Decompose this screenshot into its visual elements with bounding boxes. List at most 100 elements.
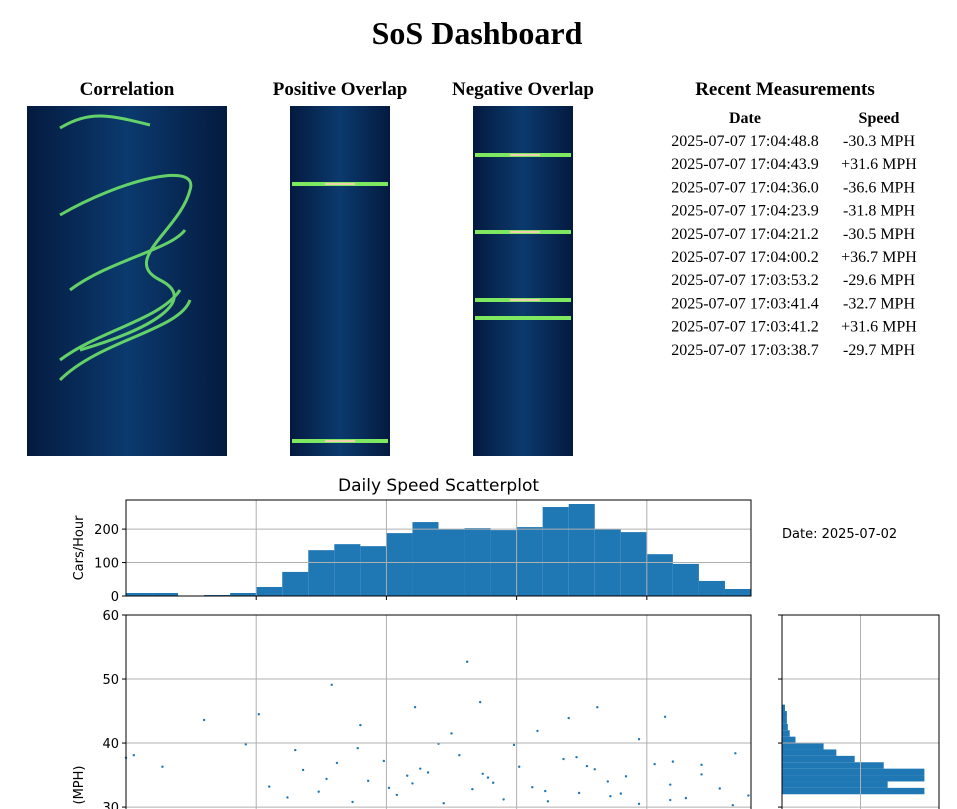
point [546,800,550,803]
bar [782,736,796,744]
table-cell: -31.8 MPH [843,203,915,220]
point [406,774,409,777]
table-cell: 2025-07-07 17:03:53.2 [671,272,819,289]
panel-title: Negative Overlap [452,79,594,100]
point [132,754,136,757]
y-tick-label: 0 [111,590,119,605]
bar [490,530,517,596]
point [669,783,672,786]
table-cell: +36.7 MPH [841,249,917,266]
bar [646,554,673,596]
point [653,762,656,766]
point [458,754,461,757]
point [663,715,667,719]
point [593,768,596,771]
bar [516,527,543,596]
positive-overlap-image [290,106,390,456]
bar [782,723,788,731]
panel-title: Positive Overlap [273,79,408,100]
point [669,798,672,802]
bar [464,528,491,596]
axes-frame [125,614,752,809]
point [734,752,737,755]
point [747,794,750,797]
point [512,743,516,747]
point [335,761,339,765]
y-tick-label: 30 [102,801,119,809]
point [301,768,305,772]
point [411,782,414,785]
point [330,683,333,686]
bar [782,775,925,782]
bar [724,588,751,596]
measurements-table: Date Speed 2025-07-07 17:04:48.8 -30.3 MPH 2… [671,110,917,359]
point [544,789,547,793]
point [366,779,370,783]
table-cell: -36.6 MPH [843,179,915,196]
point [442,802,445,805]
date-label: Date: 2025-07-02 [782,527,897,542]
point [419,767,422,770]
bar [334,544,361,596]
point [536,729,539,733]
table-cell: -30.5 MPH [843,226,915,243]
table-cell: -30.3 MPH [843,133,915,150]
bar [782,768,925,776]
table-cell: 2025-07-07 17:04:00.2 [671,249,819,266]
bar [620,532,647,596]
panel-title: Correlation [80,79,175,100]
table-cell: 2025-07-07 17:04:36.0 [671,179,819,196]
correlation-image [27,106,227,456]
table-cell: 2025-07-07 17:04:48.8 [671,133,819,150]
point [624,775,628,778]
table-cell: +31.6 MPH [841,319,917,336]
point [518,765,521,768]
bar [360,546,387,596]
point [671,760,675,763]
chart-title: Daily Speed Scatterplot [338,476,539,496]
point [395,793,399,797]
point [606,780,609,783]
point [465,660,469,663]
bar [568,504,595,596]
point [575,755,578,759]
point [486,776,490,779]
bar [204,594,231,596]
point [202,718,206,722]
point [531,786,534,789]
point [562,757,565,761]
y-tick-label: 200 [94,523,119,538]
point [387,786,391,790]
table-header: Date [729,110,761,127]
bar [698,580,725,596]
table-cell: 2025-07-07 17:04:23.9 [671,203,819,220]
bar [782,743,824,750]
y-tick-label: 40 [102,737,119,752]
point [471,787,474,791]
axes-frame [781,614,940,809]
charts: Daily Speed Scatterplot Cars/Hour 0 100 200 (… [72,476,940,809]
point [478,700,482,704]
point [567,716,570,720]
point [161,765,164,768]
y-tick-label: 50 [102,673,119,688]
point [700,773,703,776]
point [286,796,289,799]
bar [782,755,855,763]
table-cell: -32.7 MPH [843,295,915,312]
bar [126,592,153,596]
table-cell: 2025-07-07 17:03:41.2 [671,319,819,336]
bar [782,762,884,769]
point [596,705,599,709]
bar [308,550,335,596]
table-cell: 2025-07-07 17:04:43.9 [671,156,819,173]
point [356,746,359,750]
bar [412,522,439,596]
negative-overlap-image [473,106,573,456]
page-title: SoS Dashboard [372,15,583,51]
point [450,732,453,735]
point [491,781,495,784]
point [257,713,261,716]
